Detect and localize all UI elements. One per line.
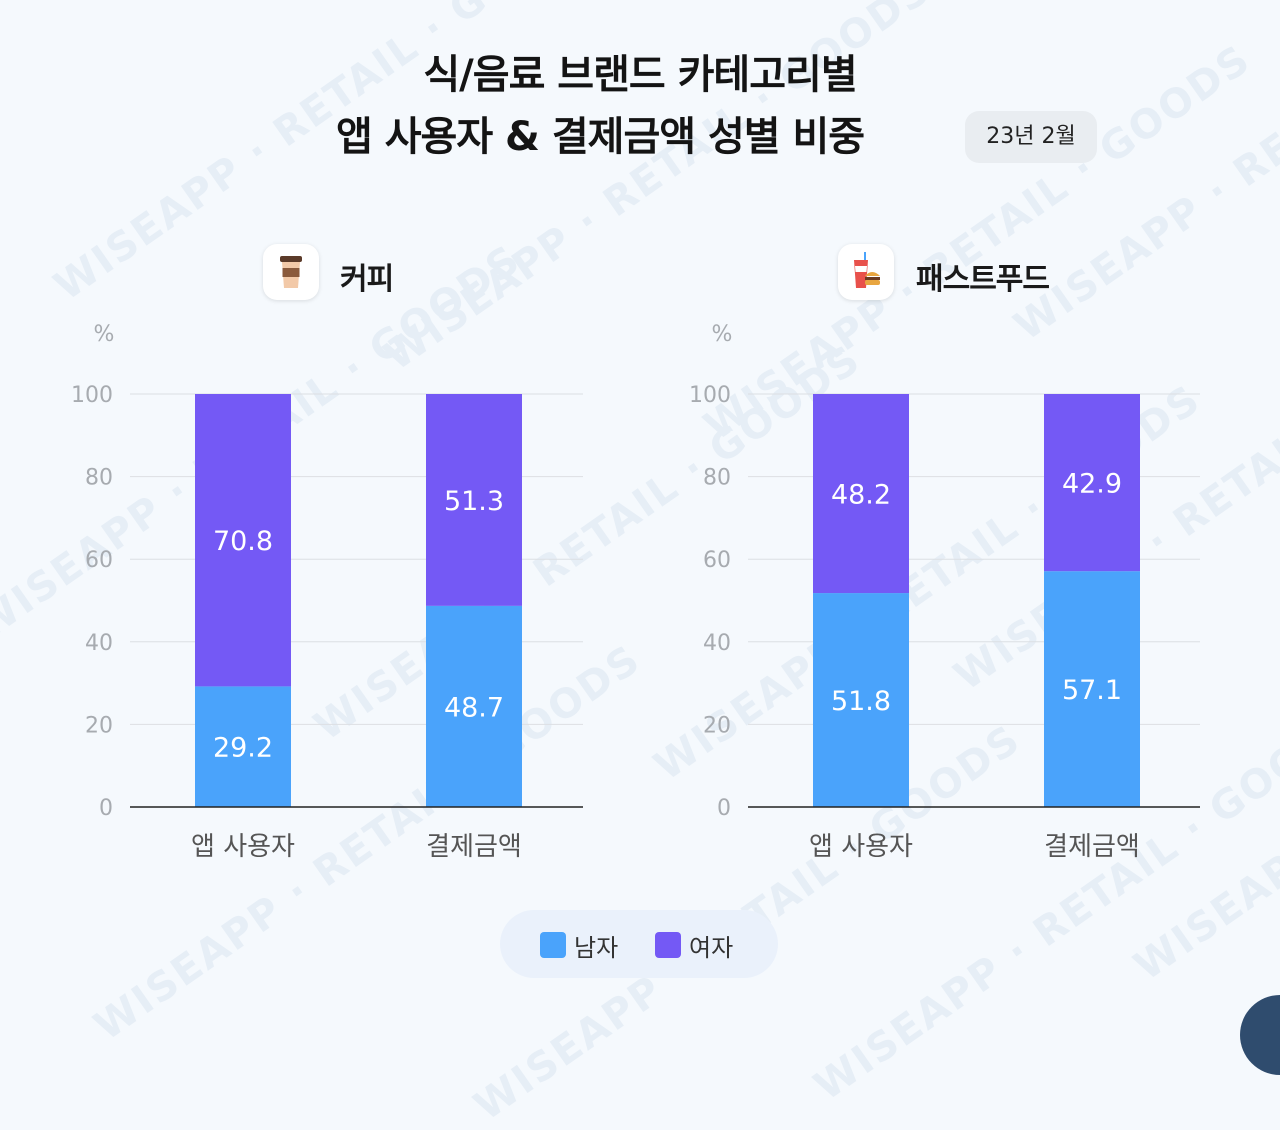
bar-segment-male	[195, 686, 291, 807]
bar-data-label: 51.8	[831, 686, 891, 717]
bar-segment-female	[195, 394, 291, 687]
page-title-line1: 식/음료 브랜드 카테고리별	[423, 52, 857, 98]
legend-label-female: 여자	[689, 933, 734, 962]
legend-label-male: 남자	[574, 933, 619, 962]
y-tick-label: 0	[99, 796, 113, 821]
x-category-label: 결제금액	[1044, 832, 1140, 862]
legend-swatch-male	[540, 932, 566, 958]
y-tick-label: 40	[703, 631, 731, 656]
y-tick-label: 40	[85, 631, 113, 656]
y-tick-label: 20	[703, 713, 731, 738]
legend-item-male: 남자	[540, 932, 618, 962]
y-axis-unit-label: %	[712, 322, 733, 347]
bar-data-label: 51.3	[444, 486, 504, 517]
bar-data-label: 29.2	[213, 733, 273, 764]
y-tick-label: 100	[71, 383, 113, 408]
bar-data-label: 48.7	[444, 692, 504, 723]
bar-data-label: 42.9	[1062, 469, 1122, 500]
y-tick-label: 20	[85, 713, 113, 738]
date-badge: 23년 2월	[965, 111, 1097, 163]
x-category-label: 결제금액	[426, 832, 522, 862]
bar-segment-female	[813, 394, 909, 594]
bar-segment-male	[813, 593, 909, 807]
stacked-bar-charts: 0 20 40 60 80 100% 29.2 70.8 앱 사용자 48.7 51.3 결제금액 0 2…	[71, 322, 1200, 862]
y-tick-label: 0	[717, 796, 731, 821]
y-tick-label: 60	[85, 548, 113, 573]
bar-segment-female	[426, 394, 522, 606]
coffee-chart-title: 커피	[340, 262, 394, 297]
x-category-label: 앱 사용자	[191, 832, 295, 862]
legend: 남자 여자	[500, 910, 778, 978]
legend-swatch-female	[655, 932, 681, 958]
x-category-label: 앱 사용자	[809, 832, 913, 862]
y-tick-label: 80	[85, 466, 113, 491]
page-title-line2: 앱 사용자 & 결제금액 성별 비중	[336, 114, 865, 160]
bar-segment-male	[1044, 571, 1140, 807]
bar-segment-female	[1044, 394, 1140, 572]
y-tick-label: 60	[703, 548, 731, 573]
y-axis-unit-label: %	[94, 322, 115, 347]
y-tick-label: 80	[703, 466, 731, 491]
fastfood-chart-title: 패스트푸드	[916, 262, 1050, 297]
coffee-cup-icon	[263, 244, 319, 300]
bar-data-label: 57.1	[1062, 675, 1122, 706]
bar-data-label: 70.8	[213, 526, 273, 557]
bar-data-label: 48.2	[831, 480, 891, 511]
y-tick-label: 100	[689, 383, 731, 408]
bar-segment-male	[426, 605, 522, 807]
legend-item-female: 여자	[655, 932, 733, 962]
burger-drink-icon	[838, 244, 894, 300]
